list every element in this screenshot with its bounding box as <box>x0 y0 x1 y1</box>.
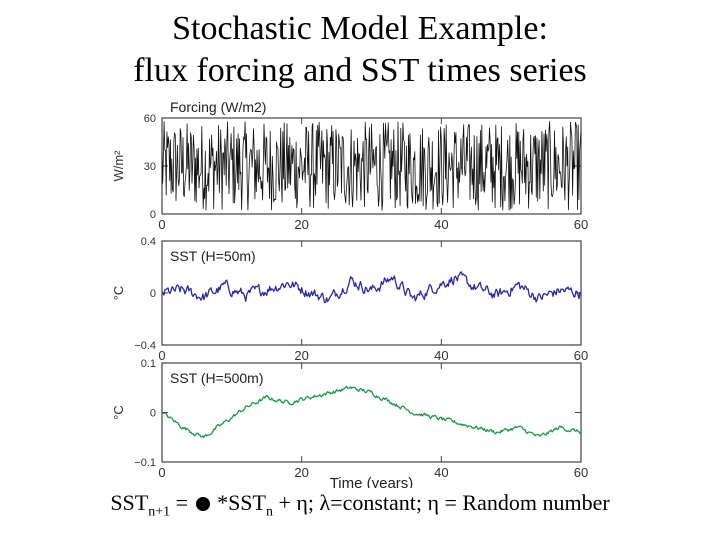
panel-1-ytick-label: 60 <box>144 113 156 125</box>
stochastic-model-formula: SSTn+1 = *SSTn + η; λ=constant; η = Rand… <box>0 490 720 520</box>
panel-2-ylabel: °C <box>111 286 126 301</box>
slide-title-line1: Stochastic Model Example: <box>172 10 548 47</box>
panel-3-xtick-label: 0 <box>158 465 165 480</box>
formula-equals: = <box>170 490 194 515</box>
panel-1-ylabel: W/m² <box>111 150 126 182</box>
panel-2-xtick-label: 0 <box>158 348 165 363</box>
formula-lhs-subscript: n+1 <box>148 504 171 520</box>
panel-2-series-line <box>161 271 582 304</box>
panel-3-xtick-label: 60 <box>574 465 588 480</box>
panel-2-xtick-label: 40 <box>434 348 448 363</box>
panel-2-xtick-label: 60 <box>574 348 588 363</box>
lambda-dot-icon <box>195 497 210 511</box>
panel-1-title: Forcing (W/m2) <box>170 99 266 115</box>
panel-3-title: SST (H=500m) <box>170 370 264 386</box>
panel-2-xtick-label: 20 <box>294 348 308 363</box>
panel-1-xtick-label: 40 <box>434 217 448 232</box>
panel-1-ytick-label: 0 <box>150 209 156 221</box>
panel-3-ytick-label: −0.1 <box>134 457 156 469</box>
panel-3-ytick-label: 0 <box>150 408 156 420</box>
formula-middle: *SST <box>211 490 266 515</box>
panel-2-ytick-label: 0 <box>150 288 156 300</box>
formula-middle-subscript: n <box>265 504 273 520</box>
panel-3-ytick-label: 0.1 <box>141 358 156 370</box>
panel-1-xtick-label: 60 <box>574 217 588 232</box>
slide-title-line2: flux forcing and SST times series <box>133 52 587 89</box>
panel-2-ytick-label: −0.4 <box>134 340 156 352</box>
panel-1-xtick-label: 20 <box>294 217 308 232</box>
formula-lhs: SST <box>110 490 149 515</box>
panel-1-ytick-label: 30 <box>144 161 156 173</box>
panel-2-title: SST (H=50m) <box>170 248 256 264</box>
panel-3-xtick-label: 40 <box>434 465 448 480</box>
panel-2-ytick-label: 0.4 <box>141 236 156 248</box>
panel-3-xtick-label: 20 <box>294 465 308 480</box>
panel-3-xlabel: Time (years) <box>330 475 414 488</box>
panel-1-series-line <box>161 121 582 211</box>
formula-rest: + η; λ=constant; η = Random number <box>272 490 610 515</box>
panel-3-series-line <box>161 385 582 439</box>
panel-1-xtick-label: 0 <box>158 217 165 232</box>
panel-3-ylabel: °C <box>111 405 126 420</box>
